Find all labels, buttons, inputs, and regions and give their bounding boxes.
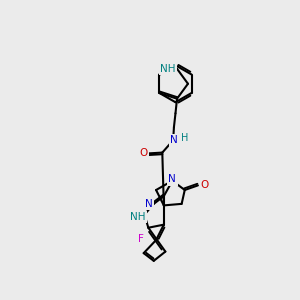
Text: N: N bbox=[169, 174, 176, 184]
Text: NH: NH bbox=[160, 64, 176, 74]
Text: N: N bbox=[170, 135, 178, 145]
Text: NH: NH bbox=[130, 212, 145, 222]
Text: H: H bbox=[181, 133, 188, 143]
Text: O: O bbox=[139, 148, 148, 158]
Text: O: O bbox=[200, 180, 208, 190]
Text: F: F bbox=[138, 233, 144, 244]
Text: N: N bbox=[145, 199, 153, 209]
